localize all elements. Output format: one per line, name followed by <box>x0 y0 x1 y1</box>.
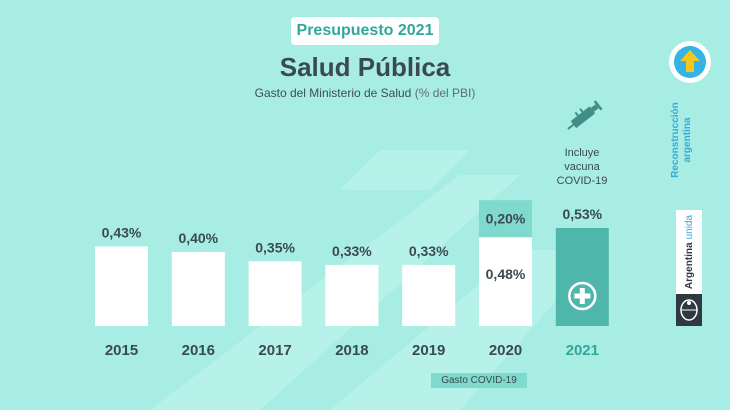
bar-2021 <box>555 227 609 326</box>
brand-word: unida <box>683 214 695 240</box>
budget-badge: Presupuesto 2021 <box>291 17 439 45</box>
data-label-2018: 0,33% <box>332 243 372 259</box>
chart-title: Salud Pública <box>279 52 451 82</box>
x-tick-label-2015: 2015 <box>105 342 138 359</box>
health-cross-horizontal <box>574 293 591 299</box>
side-text-line: argentina <box>682 117 693 163</box>
data-label-2017: 0,35% <box>255 239 295 255</box>
syringe-icon <box>567 100 603 130</box>
data-label-2021: 0,53% <box>562 206 602 222</box>
x-tick-label-2016: 2016 <box>182 342 215 359</box>
vaccine-note: Incluye vacuna COVID-19 <box>545 146 619 188</box>
data-label-2015: 0,43% <box>102 224 142 240</box>
data-label-2016: 0,40% <box>178 230 218 246</box>
subtitle-unit: (% del PBI) <box>414 86 476 100</box>
bar-covid-2020 <box>479 200 532 238</box>
note-line: COVID-19 <box>556 175 608 187</box>
health-cross-icon <box>568 281 597 311</box>
subtitle-text: Gasto del Ministerio de Salud <box>254 86 412 100</box>
brand-word: Argentina <box>683 242 695 290</box>
bar-2020 <box>479 237 532 326</box>
brand-seal-panel <box>676 294 702 326</box>
legend-covid: Gasto COVID-19 <box>431 373 527 388</box>
shield-icon <box>680 299 698 321</box>
note-line: Incluye <box>564 147 600 159</box>
side-text-line: Reconstrucción <box>670 102 681 178</box>
bar-2019 <box>402 264 456 326</box>
side-text: Reconstrucción argentina <box>670 90 710 190</box>
argentina-unida-logo: Argentina unida <box>676 210 702 326</box>
bar-2016 <box>171 252 225 326</box>
data-label-covid-2020: 0,20% <box>486 211 526 227</box>
note-line: vacuna <box>564 161 600 173</box>
bar-2017 <box>248 261 302 326</box>
data-label-2019: 0,33% <box>409 243 449 259</box>
brand-panel: Argentina unida <box>676 210 702 294</box>
x-tick-label-2019: 2019 <box>412 342 445 359</box>
bar-2018 <box>325 264 379 326</box>
x-tick-label-2018: 2018 <box>335 342 368 359</box>
data-label-2020: 0,48% <box>486 266 526 282</box>
chart-subtitle: Gasto del Ministerio de Salud (% del PBI… <box>0 86 730 100</box>
bar-2015 <box>95 246 148 326</box>
up-arrow-icon <box>669 41 711 83</box>
x-tick-label-2021: 2021 <box>566 342 599 359</box>
x-tick-label-2017: 2017 <box>258 342 291 359</box>
x-tick-label-2020: 2020 <box>489 342 522 359</box>
